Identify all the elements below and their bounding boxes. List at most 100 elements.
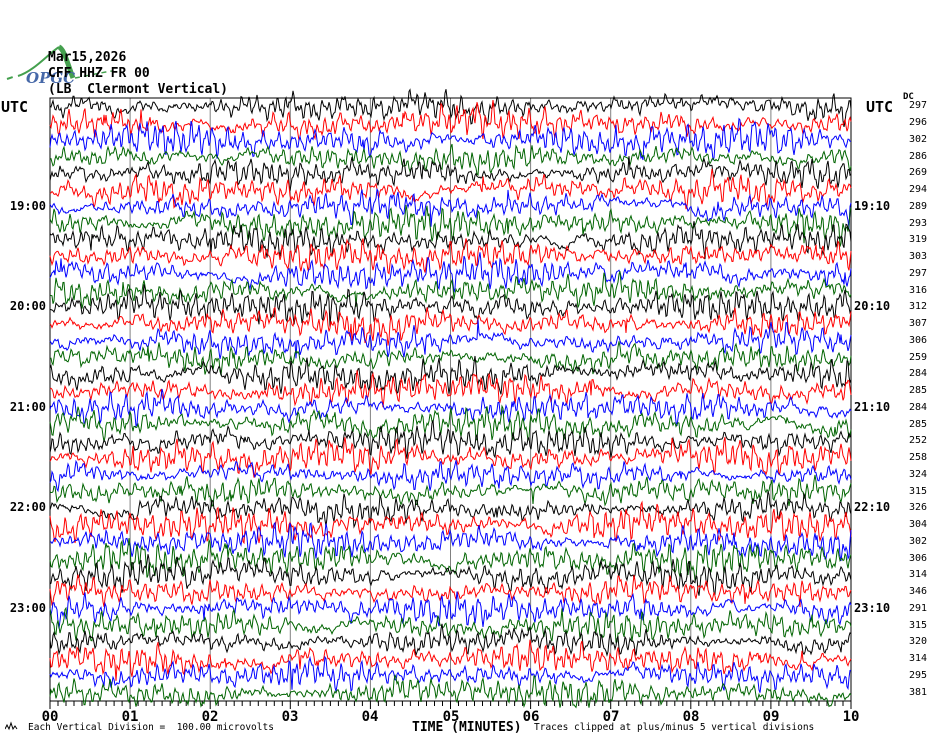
trace-row bbox=[49, 655, 852, 693]
trace-row bbox=[49, 341, 852, 376]
dc-offset-value: 293 bbox=[908, 218, 927, 229]
trace-row bbox=[49, 388, 852, 428]
dc-offset-value: 291 bbox=[908, 603, 927, 614]
dc-offset-value: 324 bbox=[908, 469, 927, 480]
x-axis-tick-label: 01 bbox=[121, 709, 139, 725]
dc-offset-value: 315 bbox=[908, 620, 927, 631]
x-axis-tick-label: 06 bbox=[522, 709, 540, 725]
dc-offset-value: 302 bbox=[908, 536, 927, 547]
dc-offset-value: 296 bbox=[908, 117, 927, 128]
dc-offset-value: 326 bbox=[908, 502, 927, 513]
trace-row bbox=[49, 420, 852, 459]
opgc-logo-text: OPGC bbox=[26, 69, 75, 87]
trace-row bbox=[49, 319, 852, 360]
dc-offset-value: 295 bbox=[908, 670, 927, 681]
x-axis-tick-label: 03 bbox=[281, 709, 299, 725]
trace-row bbox=[49, 474, 852, 507]
dc-offset-value: 346 bbox=[908, 586, 927, 597]
trace-row bbox=[49, 156, 852, 191]
trace-row bbox=[49, 252, 852, 293]
dc-offset-value: 252 bbox=[908, 435, 927, 446]
trace-row bbox=[49, 606, 852, 643]
dc-offset-value: 302 bbox=[908, 134, 927, 145]
dc-offset-value: 316 bbox=[908, 285, 927, 296]
utc-label-left: UTC bbox=[1, 98, 29, 116]
dc-offset-value: 306 bbox=[908, 335, 927, 346]
utc-label-right: UTC bbox=[866, 98, 894, 116]
dc-offset-value: 269 bbox=[908, 167, 927, 178]
hour-label-left: 20:00 bbox=[9, 299, 46, 313]
hour-label-right: 20:10 bbox=[854, 299, 891, 313]
trace-row bbox=[49, 117, 851, 161]
time-axis-label: TIME (MINUTES) bbox=[412, 720, 522, 735]
dc-offset-value: 286 bbox=[908, 151, 927, 162]
dc-offset-value: 297 bbox=[908, 268, 927, 279]
dc-offset-value: 307 bbox=[908, 318, 927, 329]
dc-offset-value: 258 bbox=[908, 452, 927, 463]
trace-row bbox=[49, 284, 852, 327]
trace-row bbox=[49, 500, 852, 545]
dc-offset-value: 319 bbox=[908, 234, 927, 245]
hour-label-left: 22:00 bbox=[9, 500, 46, 514]
plot-frame bbox=[49, 97, 852, 702]
x-axis-tick-label: 10 bbox=[842, 709, 860, 725]
header-station-code: CFF HHZ FR 00 bbox=[48, 66, 150, 81]
trace-row bbox=[49, 521, 852, 562]
trace-row bbox=[49, 639, 852, 681]
trace-row bbox=[49, 574, 852, 608]
dc-offset-value: 294 bbox=[908, 184, 927, 195]
dc-offset-value: 320 bbox=[908, 636, 927, 647]
x-axis-tick-label: 02 bbox=[201, 709, 219, 725]
dc-offset-value: 312 bbox=[908, 301, 927, 312]
trace-row bbox=[49, 168, 852, 210]
trace-row bbox=[49, 238, 852, 275]
trace-row bbox=[49, 436, 852, 478]
dc-offset-value: 306 bbox=[908, 553, 927, 564]
trace-row bbox=[49, 100, 852, 141]
hour-label-left: 23:00 bbox=[9, 601, 46, 615]
hour-label-right: 19:10 bbox=[854, 199, 891, 213]
trace-row bbox=[49, 538, 852, 582]
trace-row bbox=[49, 355, 852, 395]
dc-offset-value: 284 bbox=[908, 368, 927, 379]
dc-offset-value: 297 bbox=[908, 100, 927, 111]
trace-row bbox=[49, 370, 852, 408]
x-axis-tick-label: 05 bbox=[442, 709, 460, 725]
dc-offset-value: 303 bbox=[908, 251, 927, 262]
x-axis-tick-label: 08 bbox=[682, 709, 700, 725]
hour-label-right: 22:10 bbox=[854, 500, 891, 514]
dc-offset-value: 304 bbox=[908, 519, 927, 530]
clip-note: Traces clipped at plus/minus 5 vertical … bbox=[534, 722, 815, 733]
header-station-name: (LB Clermont Vertical) bbox=[48, 82, 229, 97]
hour-label-left: 19:00 bbox=[9, 199, 46, 213]
dc-offset-value: 315 bbox=[908, 486, 927, 497]
trace-row bbox=[49, 88, 852, 127]
dc-column-header: DC bbox=[903, 92, 914, 102]
hour-label-right: 21:10 bbox=[854, 400, 891, 414]
trace-row bbox=[49, 143, 852, 177]
trace-row bbox=[49, 674, 852, 709]
dc-offset-value: 289 bbox=[908, 201, 927, 212]
dc-offset-value: 381 bbox=[908, 687, 927, 698]
x-axis-tick-label: 07 bbox=[602, 709, 620, 725]
dc-offset-value: 314 bbox=[908, 569, 927, 580]
x-axis-tick-label: 00 bbox=[41, 709, 59, 725]
trace-row bbox=[49, 204, 852, 247]
trace-row bbox=[49, 554, 852, 596]
trace-row bbox=[49, 591, 852, 629]
trace-row bbox=[49, 306, 852, 346]
opgc-logo-curve: OPGC bbox=[6, 44, 113, 87]
trace-row bbox=[49, 221, 852, 260]
x-axis-tick-label: 04 bbox=[361, 709, 379, 725]
trace-row bbox=[49, 491, 852, 529]
x-axis-tick-label: 09 bbox=[762, 709, 780, 725]
trace-row bbox=[49, 404, 852, 442]
trace-row bbox=[49, 459, 852, 493]
header-date: Mar15,2026 bbox=[48, 50, 127, 65]
trace-row bbox=[49, 187, 852, 229]
dc-offset-value: 259 bbox=[908, 352, 927, 363]
mini-waveform-icon bbox=[5, 721, 18, 731]
scale-note: Each Vertical Division = 100.00 microvol… bbox=[28, 722, 274, 733]
